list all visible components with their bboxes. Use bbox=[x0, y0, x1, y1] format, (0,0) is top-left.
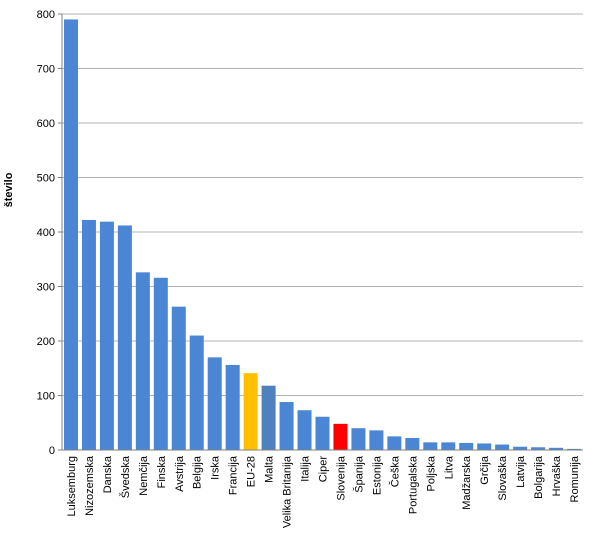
bars bbox=[63, 19, 582, 450]
x-tick-label: Španija bbox=[352, 455, 365, 493]
bar-italija bbox=[297, 410, 312, 450]
bar-malta bbox=[261, 385, 276, 450]
bar-slovenija bbox=[333, 423, 348, 450]
x-tick-label: Grčija bbox=[479, 455, 491, 485]
bar-belgija bbox=[189, 335, 204, 450]
y-tick-label: 0 bbox=[49, 445, 55, 457]
bar-danska bbox=[99, 221, 114, 450]
bar-gr-ija bbox=[477, 443, 492, 450]
x-tick-label: Nemčija bbox=[138, 455, 150, 496]
bar-irska bbox=[207, 357, 222, 450]
x-tick-label: Italija bbox=[300, 455, 312, 482]
x-tick-label: Bolgarija bbox=[533, 455, 545, 499]
bar-portugalska bbox=[405, 438, 420, 450]
x-tick-label: Portugalska bbox=[407, 455, 419, 514]
x-tick-label: Poljska bbox=[425, 455, 437, 491]
bar-eu-28 bbox=[243, 373, 258, 450]
axes bbox=[58, 13, 583, 451]
bar-luksemburg bbox=[63, 19, 78, 450]
bar-poljska bbox=[423, 442, 438, 450]
bar--e-ka bbox=[387, 436, 402, 450]
bar--vedska bbox=[117, 225, 132, 450]
y-tick-labels: 0 100 200 300 400 500 600 700 800 bbox=[37, 9, 55, 457]
y-tick-label: 500 bbox=[37, 173, 55, 185]
y-tick-label: 300 bbox=[37, 282, 55, 294]
bar-finska bbox=[153, 277, 168, 450]
x-tick-label: Estonija bbox=[371, 455, 383, 495]
bar-latvija bbox=[513, 446, 528, 450]
y-tick-label: 200 bbox=[37, 336, 55, 348]
x-tick-label: Avstrija bbox=[174, 455, 186, 492]
x-tick-label: Slovaška bbox=[497, 455, 509, 501]
y-axis-label: število bbox=[3, 172, 15, 207]
y-tick-label: 600 bbox=[37, 118, 55, 130]
bar-romunija bbox=[567, 448, 582, 450]
bar-avstrija bbox=[171, 306, 186, 450]
x-tick-label: Češka bbox=[388, 455, 401, 487]
bar-bolgarija bbox=[531, 447, 546, 450]
x-tick-label: EU-28 bbox=[246, 456, 258, 487]
bar-nizozemska bbox=[81, 220, 96, 450]
x-tick-label: Belgija bbox=[192, 455, 204, 489]
bar-estonija bbox=[369, 430, 384, 450]
bar-hrva-ka bbox=[549, 447, 564, 450]
x-tick-label: Hrvaška bbox=[551, 455, 563, 496]
bar-slova-ka bbox=[495, 444, 510, 450]
x-tick-label: Nizozemska bbox=[84, 455, 96, 516]
bar-velika-britanija bbox=[279, 402, 294, 450]
x-tick-labels: Luksemburg Nizozemska Danska Švedska Nemčija… bbox=[66, 455, 581, 528]
bar-ciper bbox=[315, 416, 330, 450]
y-tick-label: 700 bbox=[37, 64, 55, 76]
y-tick-label: 800 bbox=[37, 9, 55, 21]
y-tick-label: 100 bbox=[37, 391, 55, 403]
bar-nem-ija bbox=[135, 272, 150, 450]
x-tick-label: Ciper bbox=[318, 456, 330, 483]
x-tick-label: Luksemburg bbox=[66, 456, 78, 517]
x-tick-label: Velika Britanija bbox=[282, 455, 294, 528]
x-tick-label: Latvija bbox=[515, 455, 527, 488]
x-tick-label: Francija bbox=[228, 455, 240, 495]
x-tick-label: Finska bbox=[156, 455, 168, 488]
bar--panija bbox=[351, 428, 366, 450]
x-tick-label: Romunija bbox=[569, 455, 581, 502]
bar-litva bbox=[441, 442, 456, 450]
x-tick-label: Slovenija bbox=[335, 455, 347, 501]
x-tick-label: Litva bbox=[443, 455, 455, 479]
y-tick-label: 400 bbox=[37, 227, 55, 239]
x-tick-label: Švedska bbox=[119, 455, 132, 498]
x-tick-label: Danska bbox=[102, 455, 114, 493]
x-tick-label: Madžarska bbox=[461, 455, 473, 510]
x-tick-label: Irska bbox=[210, 455, 222, 480]
bar-francija bbox=[225, 364, 240, 450]
bar-mad-arska bbox=[459, 442, 474, 450]
x-tick-label: Malta bbox=[264, 455, 276, 483]
